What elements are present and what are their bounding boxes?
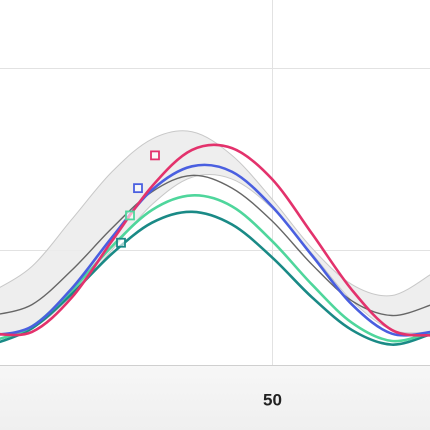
x-axis: 50 — [263, 390, 282, 409]
point-marker — [125, 210, 135, 221]
point-marker — [116, 237, 126, 248]
plot-area — [0, 130, 430, 346]
series-line — [0, 163, 430, 337]
series-line — [0, 210, 430, 346]
series-line — [0, 174, 430, 317]
x-axis-band — [0, 365, 430, 430]
series-line — [0, 143, 430, 337]
range-band — [0, 130, 430, 334]
x-tick-label: 50 — [263, 390, 282, 409]
point-marker — [150, 150, 160, 161]
point-marker — [133, 183, 143, 194]
